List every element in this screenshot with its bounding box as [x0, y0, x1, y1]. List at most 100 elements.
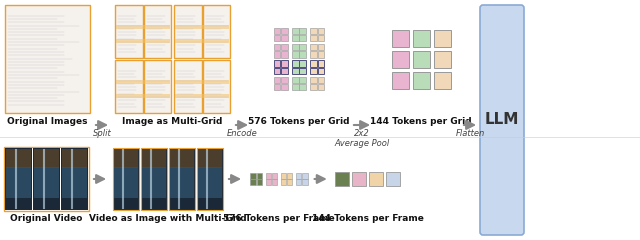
- Text: Image as Multi-Grid: Image as Multi-Grid: [122, 117, 223, 126]
- FancyBboxPatch shape: [34, 149, 59, 168]
- FancyBboxPatch shape: [310, 60, 317, 67]
- FancyBboxPatch shape: [310, 28, 317, 34]
- FancyBboxPatch shape: [310, 84, 317, 90]
- FancyBboxPatch shape: [281, 51, 287, 58]
- FancyBboxPatch shape: [292, 77, 299, 83]
- FancyBboxPatch shape: [174, 5, 202, 58]
- FancyBboxPatch shape: [266, 173, 271, 179]
- FancyBboxPatch shape: [257, 179, 262, 185]
- FancyBboxPatch shape: [310, 77, 317, 83]
- FancyBboxPatch shape: [310, 35, 317, 42]
- Text: Encode: Encode: [227, 129, 257, 138]
- Text: Original Video: Original Video: [10, 214, 83, 223]
- FancyBboxPatch shape: [317, 35, 324, 42]
- FancyBboxPatch shape: [274, 44, 280, 50]
- FancyBboxPatch shape: [296, 173, 301, 179]
- FancyBboxPatch shape: [141, 148, 167, 210]
- FancyBboxPatch shape: [115, 60, 143, 113]
- FancyBboxPatch shape: [300, 67, 306, 74]
- FancyBboxPatch shape: [250, 173, 256, 179]
- FancyBboxPatch shape: [433, 50, 451, 67]
- FancyBboxPatch shape: [352, 172, 366, 186]
- FancyBboxPatch shape: [287, 173, 292, 179]
- FancyBboxPatch shape: [272, 179, 277, 185]
- FancyBboxPatch shape: [116, 39, 170, 43]
- FancyBboxPatch shape: [281, 44, 287, 50]
- Text: Split: Split: [93, 129, 111, 138]
- FancyBboxPatch shape: [317, 84, 324, 90]
- FancyBboxPatch shape: [281, 173, 286, 179]
- FancyBboxPatch shape: [300, 51, 306, 58]
- FancyBboxPatch shape: [310, 67, 317, 74]
- FancyBboxPatch shape: [174, 60, 202, 113]
- FancyBboxPatch shape: [116, 80, 170, 84]
- FancyBboxPatch shape: [115, 5, 143, 58]
- FancyBboxPatch shape: [413, 72, 429, 89]
- FancyBboxPatch shape: [281, 35, 287, 42]
- FancyBboxPatch shape: [369, 172, 383, 186]
- FancyBboxPatch shape: [116, 25, 170, 29]
- FancyBboxPatch shape: [433, 30, 451, 47]
- FancyBboxPatch shape: [292, 35, 299, 42]
- FancyBboxPatch shape: [175, 25, 229, 29]
- FancyBboxPatch shape: [302, 179, 308, 185]
- Text: 144 Tokens per Frame: 144 Tokens per Frame: [312, 214, 424, 223]
- FancyBboxPatch shape: [143, 60, 171, 113]
- FancyBboxPatch shape: [274, 35, 280, 42]
- FancyBboxPatch shape: [175, 39, 229, 43]
- FancyBboxPatch shape: [292, 44, 299, 50]
- FancyBboxPatch shape: [6, 149, 31, 168]
- FancyBboxPatch shape: [413, 30, 429, 47]
- FancyBboxPatch shape: [113, 148, 139, 210]
- FancyBboxPatch shape: [274, 60, 280, 67]
- Text: 576 Tokens per Frame: 576 Tokens per Frame: [223, 214, 335, 223]
- FancyBboxPatch shape: [281, 60, 287, 67]
- FancyBboxPatch shape: [274, 77, 280, 83]
- FancyBboxPatch shape: [274, 67, 280, 74]
- FancyBboxPatch shape: [169, 148, 195, 210]
- FancyBboxPatch shape: [300, 44, 306, 50]
- FancyBboxPatch shape: [274, 28, 280, 34]
- FancyBboxPatch shape: [300, 77, 306, 83]
- FancyBboxPatch shape: [5, 148, 32, 210]
- FancyBboxPatch shape: [175, 95, 229, 98]
- FancyBboxPatch shape: [142, 149, 166, 168]
- FancyBboxPatch shape: [392, 30, 408, 47]
- FancyBboxPatch shape: [300, 60, 306, 67]
- FancyBboxPatch shape: [292, 51, 299, 58]
- FancyBboxPatch shape: [143, 5, 171, 58]
- FancyBboxPatch shape: [5, 5, 90, 113]
- FancyBboxPatch shape: [33, 148, 60, 210]
- FancyBboxPatch shape: [281, 67, 287, 74]
- FancyBboxPatch shape: [386, 172, 400, 186]
- Text: LLM: LLM: [485, 113, 519, 127]
- FancyBboxPatch shape: [392, 50, 408, 67]
- FancyBboxPatch shape: [197, 148, 223, 210]
- FancyBboxPatch shape: [292, 28, 299, 34]
- FancyBboxPatch shape: [300, 28, 306, 34]
- FancyBboxPatch shape: [392, 72, 408, 89]
- FancyBboxPatch shape: [274, 51, 280, 58]
- FancyBboxPatch shape: [272, 173, 277, 179]
- FancyBboxPatch shape: [34, 167, 59, 198]
- FancyBboxPatch shape: [335, 172, 349, 186]
- FancyBboxPatch shape: [198, 149, 222, 168]
- FancyBboxPatch shape: [292, 60, 299, 67]
- Text: 2x2
Average Pool: 2x2 Average Pool: [334, 129, 390, 148]
- FancyBboxPatch shape: [116, 95, 170, 98]
- FancyBboxPatch shape: [61, 148, 88, 210]
- FancyBboxPatch shape: [170, 167, 194, 198]
- FancyBboxPatch shape: [433, 72, 451, 89]
- FancyBboxPatch shape: [250, 179, 256, 185]
- FancyBboxPatch shape: [281, 28, 287, 34]
- FancyBboxPatch shape: [62, 167, 87, 198]
- FancyBboxPatch shape: [317, 44, 324, 50]
- FancyBboxPatch shape: [317, 28, 324, 34]
- FancyBboxPatch shape: [114, 149, 138, 168]
- FancyBboxPatch shape: [317, 77, 324, 83]
- FancyBboxPatch shape: [480, 5, 524, 235]
- FancyBboxPatch shape: [310, 44, 317, 50]
- FancyBboxPatch shape: [296, 179, 301, 185]
- Text: 144 Tokens per Grid: 144 Tokens per Grid: [370, 117, 472, 126]
- FancyBboxPatch shape: [175, 80, 229, 84]
